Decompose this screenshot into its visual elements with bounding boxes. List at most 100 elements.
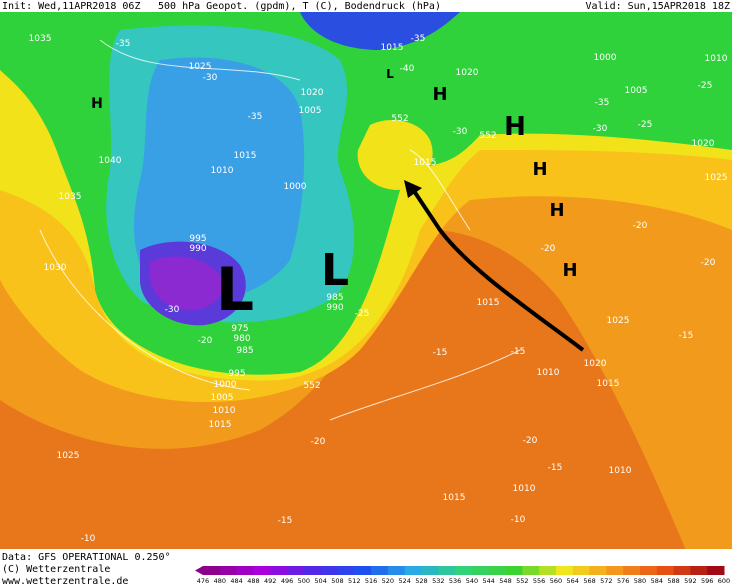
contour-label: -30 (165, 305, 180, 315)
contour-label: -15 (433, 348, 448, 358)
colorbar-label: 580 (634, 577, 646, 585)
colorbar-label: 504 (314, 577, 326, 585)
contour-label: 990 (326, 303, 343, 313)
high-marker: H (432, 84, 447, 105)
contour-label: 1005 (625, 86, 648, 96)
contour-label: -35 (116, 39, 131, 49)
colorbar-label: 524 (398, 577, 410, 585)
contour-label: -15 (679, 331, 694, 341)
contour-label: 1010 (537, 368, 560, 378)
colorbar-label: 532 (432, 577, 444, 585)
colorbar-segment (236, 566, 254, 575)
colorbar-label: 560 (550, 577, 562, 585)
contour-label: 1000 (214, 380, 237, 390)
colorbar-segment (455, 566, 473, 575)
data-source: Data: GFS OPERATIONAL 0.250° (2, 552, 171, 563)
colorbar-label: 536 (449, 577, 461, 585)
contour-label: 995 (228, 369, 245, 379)
colorbar-label: 476 (197, 577, 209, 585)
colorbar-label: 556 (533, 577, 545, 585)
contour-label: 985 (236, 346, 253, 356)
colorbar-segment (572, 566, 591, 575)
colorbar-segment (371, 566, 389, 575)
valid-time: Valid: Sun,15APR2018 18Z (586, 1, 731, 12)
colorbar-segment (253, 566, 271, 575)
colorbar-label: 548 (499, 577, 511, 585)
contour-label: 985 (326, 293, 343, 303)
contour-label: 1035 (59, 192, 82, 202)
low-marker: L (386, 67, 394, 81)
high-marker: H (532, 159, 547, 180)
contour-label: -25 (638, 120, 653, 130)
colorbar-segment (589, 566, 607, 575)
colorbar-label: 488 (247, 577, 259, 585)
colorbar-segment (320, 566, 338, 575)
contour-label: 1005 (299, 106, 322, 116)
colorbar-label: 568 (583, 577, 595, 585)
colorbar-segment (505, 566, 523, 575)
colorbar-label: 508 (331, 577, 343, 585)
colorbar-segment (337, 566, 355, 575)
colorbar-label: 588 (667, 577, 679, 585)
colorbar-segment (303, 566, 322, 575)
contour-label: 552 (391, 114, 408, 124)
high-marker: H (562, 260, 577, 281)
low-marker: L (216, 255, 254, 325)
contour-label: 995 (189, 234, 206, 244)
contour-label: 1010 (513, 484, 536, 494)
contour-label: -35 (595, 98, 610, 108)
colorbar-label: 520 (382, 577, 394, 585)
colorbar-segment (707, 566, 725, 575)
contour-label: -35 (411, 34, 426, 44)
contour-label: 1010 (211, 166, 234, 176)
colorbar-label: 572 (600, 577, 612, 585)
colorbar-label: 500 (298, 577, 310, 585)
colorbar-segment (539, 566, 557, 575)
colorbar-label: 484 (230, 577, 242, 585)
copyright: (C) Wetterzentrale (2, 564, 110, 575)
contour-label: 1025 (57, 451, 80, 461)
contour-label: 1010 (609, 466, 632, 476)
contour-label: -25 (698, 81, 713, 91)
contour-label: -10 (81, 534, 96, 544)
colorbar-label: 552 (516, 577, 528, 585)
map-field (0, 12, 732, 549)
colorbar-segment (421, 566, 439, 575)
contour-label: -20 (541, 244, 556, 254)
low-marker: L (321, 245, 349, 296)
contour-label: 1015 (381, 43, 404, 53)
contour-label: 975 (231, 324, 248, 334)
contour-label: -20 (198, 336, 213, 346)
contour-label: 1025 (705, 173, 728, 183)
contour-label: 1005 (211, 393, 234, 403)
colorbar-segment (488, 566, 507, 575)
contour-label: 1015 (443, 493, 466, 503)
contour-label: -35 (248, 112, 263, 122)
colorbar-segment (555, 566, 574, 575)
colorbar-segment (203, 566, 221, 575)
contour-label: -20 (701, 258, 716, 268)
colorbar: 476 480 484 488 492 496 500 504 508 512 516 520 524 5… (195, 566, 730, 585)
map-title: 500 hPa Geopot. (gpdm), T (C), Bodendruc… (158, 1, 441, 12)
contour-label: 1035 (29, 34, 52, 44)
contour-label: 1020 (456, 68, 479, 78)
contour-label: 1000 (284, 182, 307, 192)
colorbar-segment (639, 566, 658, 575)
contour-label: -10 (511, 515, 526, 525)
contour-label: -25 (355, 309, 370, 319)
colorbar-segment (287, 566, 305, 575)
contour-label: 980 (233, 334, 250, 344)
high-marker: H (91, 96, 103, 112)
contour-label: -20 (523, 436, 538, 446)
contour-label: -15 (278, 516, 293, 526)
colorbar-label: 492 (264, 577, 276, 585)
contour-label: -20 (311, 437, 326, 447)
colorbar-segment (387, 566, 406, 575)
contour-label: 1025 (607, 316, 630, 326)
contour-label: -20 (633, 221, 648, 231)
contour-label: -15 (548, 463, 563, 473)
header-bar (0, 0, 732, 12)
contour-label: 1015 (597, 379, 620, 389)
contour-label: -30 (203, 73, 218, 83)
